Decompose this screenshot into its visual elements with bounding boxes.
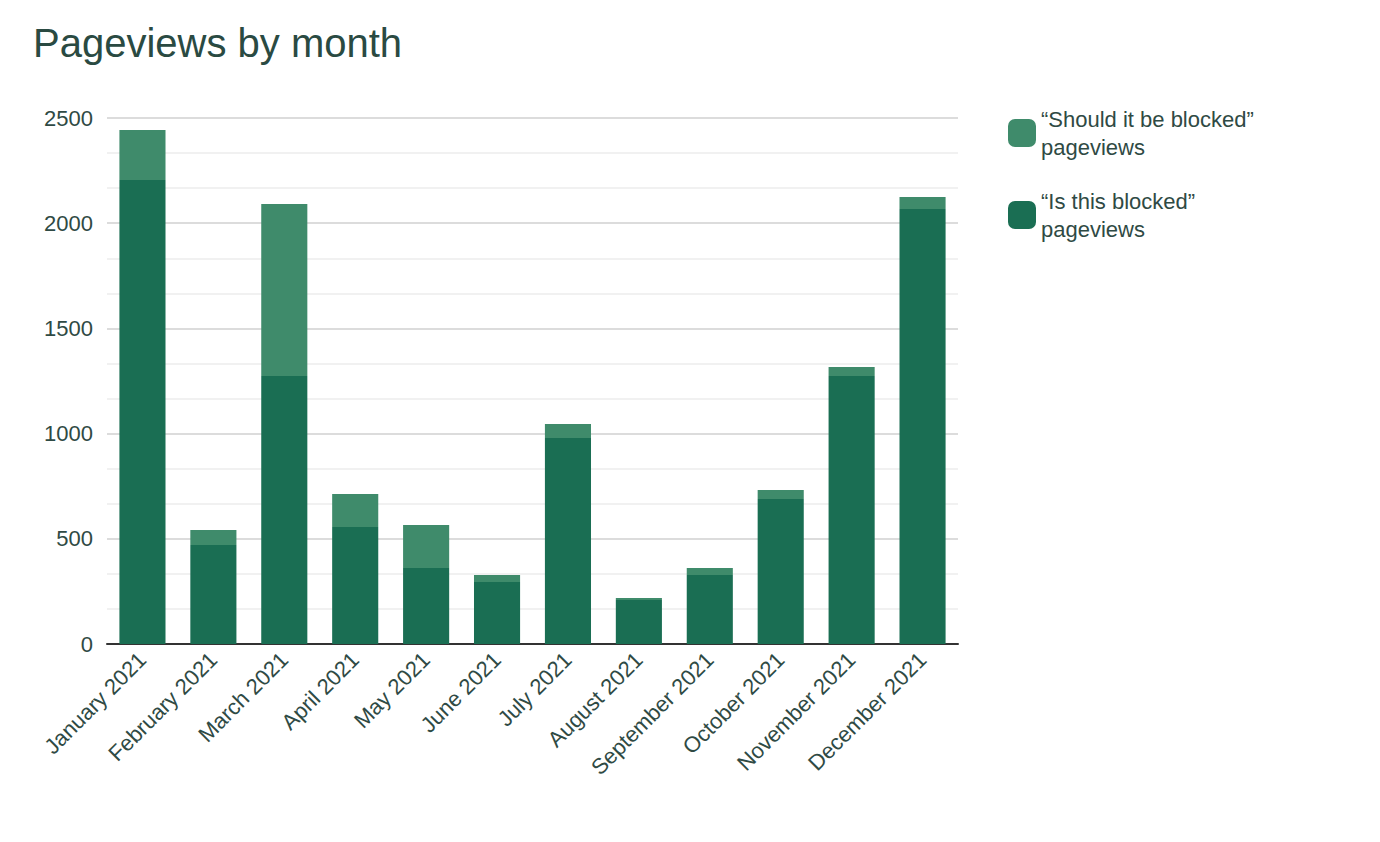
svg-text:Pageviews by month: Pageviews by month	[33, 21, 402, 65]
svg-text:March 2021: March 2021	[193, 647, 293, 747]
svg-text:500: 500	[56, 526, 93, 551]
svg-text:2000: 2000	[44, 211, 93, 236]
svg-text:September 2021: September 2021	[586, 647, 719, 780]
svg-text:pageviews: pageviews	[1041, 217, 1145, 242]
svg-text:December 2021: December 2021	[803, 647, 931, 775]
svg-text:July 2021: July 2021	[492, 647, 577, 732]
svg-text:“Is this blocked”: “Is this blocked”	[1041, 189, 1201, 214]
svg-text:1000: 1000	[44, 421, 93, 446]
svg-text:November 2021: November 2021	[732, 647, 860, 775]
svg-text:May 2021: May 2021	[349, 647, 435, 734]
svg-text:June 2021: June 2021	[416, 647, 506, 737]
svg-text:1500: 1500	[44, 316, 93, 341]
svg-text:April 2021: April 2021	[276, 647, 364, 735]
svg-text:pageviews: pageviews	[1041, 135, 1145, 160]
svg-text:“Should it be blocked”: “Should it be blocked”	[1041, 107, 1260, 132]
svg-text:August 2021: August 2021	[542, 647, 648, 753]
svg-text:2500: 2500	[44, 106, 93, 131]
svg-text:February 2021: February 2021	[103, 647, 222, 766]
svg-text:0: 0	[81, 632, 93, 657]
svg-text:October 2021: October 2021	[677, 647, 790, 759]
svg-text:January 2021: January 2021	[39, 647, 152, 759]
